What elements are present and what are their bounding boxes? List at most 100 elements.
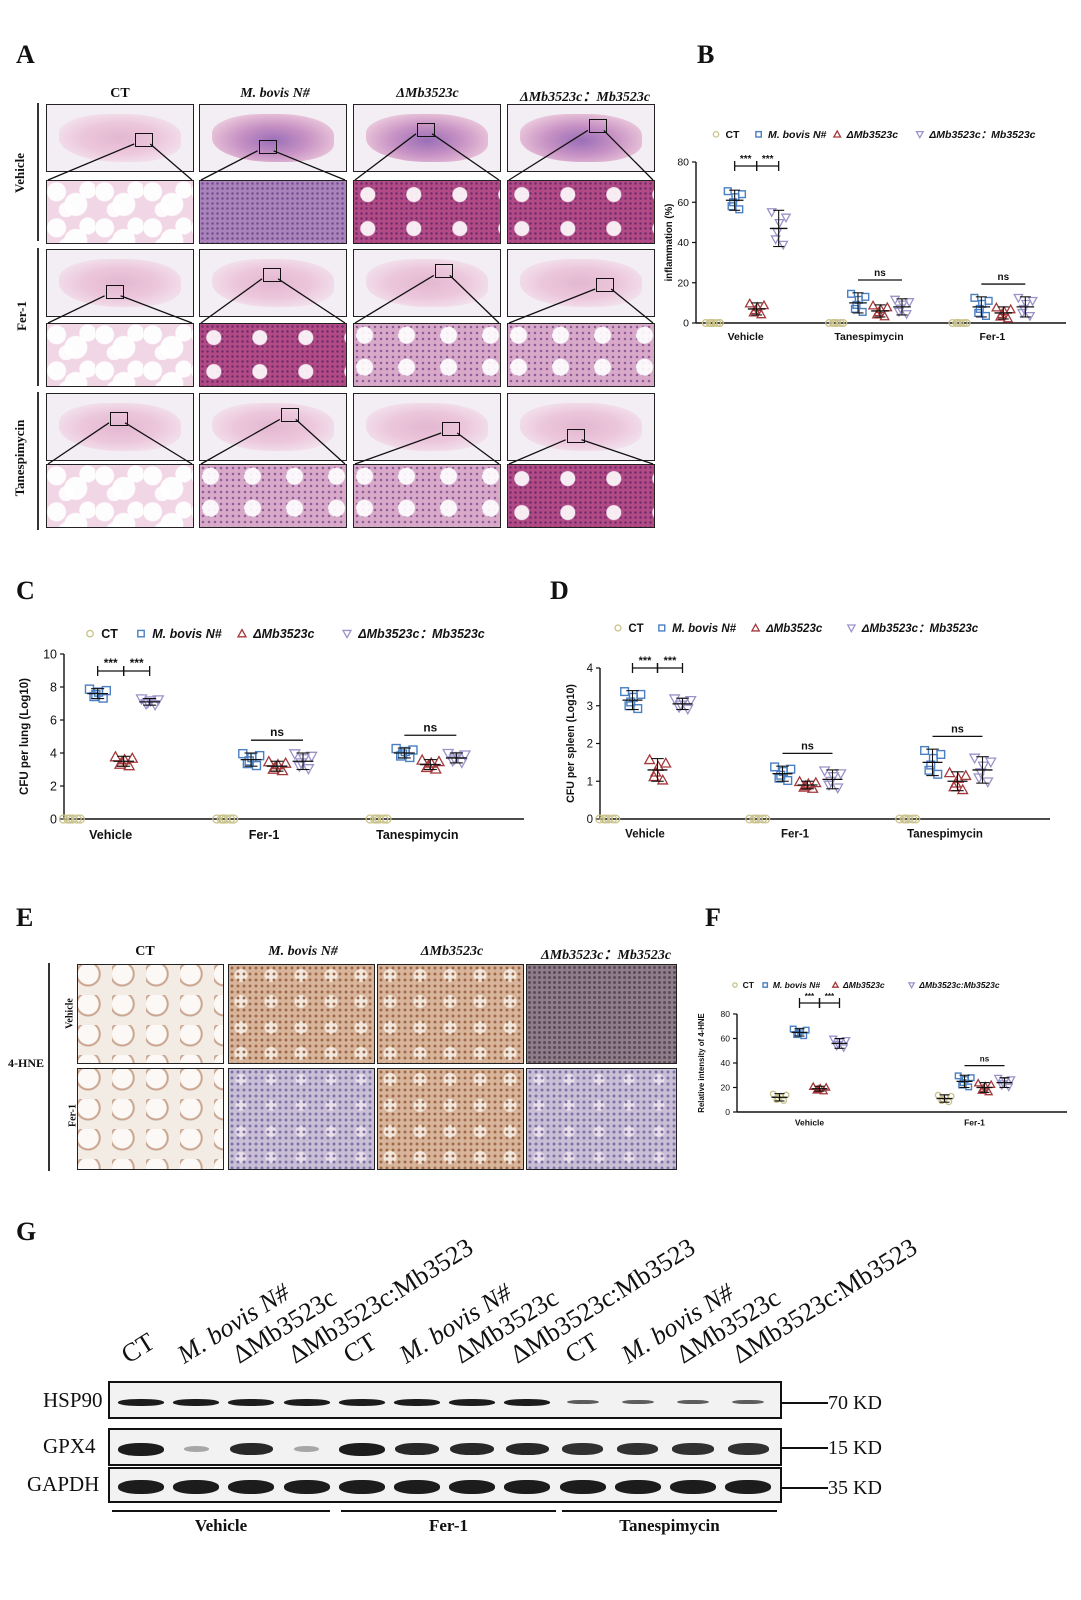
data-point (936, 749, 946, 759)
significance-label: ns (801, 740, 814, 752)
data-point (967, 1074, 975, 1082)
zoom-connector (200, 418, 346, 465)
whole-lung-tanespimycin-mutant (353, 393, 501, 461)
blot-band (395, 1442, 439, 1456)
y-tick-label: 8 (50, 680, 57, 694)
data-point (968, 753, 981, 765)
data-point (907, 982, 916, 990)
panel-label-a: A (16, 40, 35, 69)
zoom-lung-fer1-ct (46, 323, 194, 387)
significance-label: *** (130, 656, 144, 670)
data-point (601, 814, 611, 824)
blot-band (559, 1480, 606, 1494)
series-group (391, 743, 418, 763)
blot-band (449, 1480, 496, 1494)
zoom-lung-tanespimycin-mutant (353, 464, 501, 528)
series-group (867, 299, 893, 321)
series-group (847, 289, 870, 316)
data-point (825, 318, 834, 328)
data-point (1005, 303, 1016, 314)
y-tick-label: 0 (683, 318, 689, 330)
data-point (771, 228, 783, 238)
legend-item: CT (732, 980, 755, 990)
y-axis-label: inflammation (%) (664, 204, 675, 282)
panel-a-col-mbovis: M. bovis N# (240, 86, 310, 101)
panel-e-col-complement: ΔMb3523c：Mb3523c (540, 948, 672, 963)
series-group (954, 1072, 975, 1091)
blot-band (173, 1398, 220, 1406)
series-group (365, 814, 392, 824)
row-divider-tanespimycin (37, 392, 39, 530)
zoom-connector (508, 129, 654, 181)
group-label-vehicle: Vehicle (194, 1516, 248, 1535)
data-point (895, 814, 905, 824)
series-group (262, 755, 292, 776)
group-line-fer1 (341, 1510, 556, 1512)
blot-band (228, 1480, 275, 1494)
blot-band (725, 1480, 772, 1494)
zoom-lung-vehicle-complement (507, 180, 655, 244)
zoom-region-box (105, 284, 124, 299)
chart-cfu-lung: CT M. bovis N# ΔMb3523c ΔMb3523c：Mb3523c 0 2 4… (19, 627, 524, 842)
data-point (956, 783, 969, 795)
legend-label: ΔMb3523c:Mb3523c (918, 980, 1000, 990)
panel-a-row-vehicle: Vehicle (12, 153, 27, 193)
data-point (830, 318, 839, 328)
blot-strip-gpx4 (108, 1428, 782, 1466)
zoom-lung-fer1-complement (507, 323, 655, 387)
series-group (442, 748, 472, 769)
series-group (808, 1081, 831, 1095)
legend-label: CT (628, 623, 643, 635)
blot-band (118, 1398, 164, 1406)
data-point (841, 1037, 851, 1046)
significance-label: *** (805, 992, 815, 1001)
significance-label: *** (762, 154, 774, 165)
zoom-lung-vehicle-ct (46, 180, 194, 244)
blot-band (450, 1442, 495, 1456)
significance-label: *** (104, 656, 118, 670)
series-group (769, 1090, 790, 1105)
series-group (620, 687, 646, 714)
data-point (408, 745, 418, 755)
data-point (295, 758, 308, 770)
significance-annotation: ns (858, 268, 902, 281)
zoom-region-box (280, 408, 299, 423)
zoom-connector (47, 295, 193, 324)
data-point (798, 781, 810, 792)
zoom-connector (47, 422, 193, 465)
significance-label: *** (664, 655, 677, 667)
data-point (761, 814, 771, 824)
series-group (643, 753, 672, 785)
legend-label: ΔMb3523c (846, 129, 899, 141)
data-point (225, 814, 236, 824)
zoom-connector (508, 288, 654, 324)
lane-label: CT (116, 1326, 160, 1370)
kd-tick-70 (782, 1402, 828, 1404)
series-group (84, 684, 112, 703)
data-point (828, 1035, 838, 1044)
y-axis-label: CFU per spleen (Log10) (565, 684, 577, 803)
data-point (288, 749, 301, 761)
whole-lung-vehicle-complement (507, 104, 655, 172)
significance-annotation: *** (734, 154, 758, 171)
ihc-image-fer1-complement (526, 1068, 677, 1170)
data-point (218, 814, 228, 824)
legend-label: ΔMb3523c：Mb3523c (861, 623, 979, 635)
panel-label-b: B (697, 40, 715, 69)
series-group (212, 814, 239, 824)
series-group (668, 694, 697, 716)
data-point (984, 757, 997, 769)
y-tick-label: 1 (587, 776, 593, 788)
data-point (715, 318, 724, 328)
y-tick-label: 2 (50, 779, 57, 793)
data-point (834, 769, 847, 780)
y-tick-label: 2 (587, 739, 593, 751)
significance-label: ns (980, 1055, 990, 1064)
panel-label-f: F (705, 903, 721, 932)
zoom-connector (354, 432, 500, 465)
significance-label: *** (825, 992, 835, 1001)
panel-label-g: G (16, 1217, 37, 1246)
data-point (674, 700, 687, 712)
y-tick-label: 20 (721, 1082, 731, 1092)
significance-annotation: ns (404, 720, 457, 736)
